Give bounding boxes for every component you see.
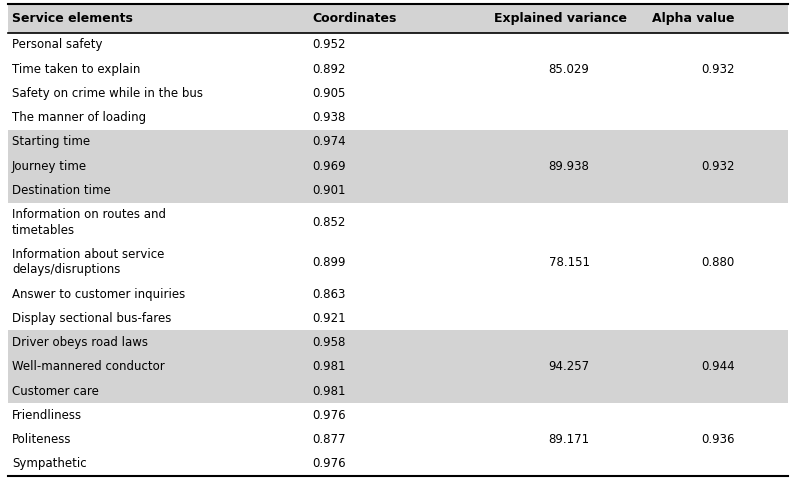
Text: Well-mannered conductor: Well-mannered conductor xyxy=(12,360,165,373)
Text: 0.981: 0.981 xyxy=(312,384,345,397)
Text: Sympathetic: Sympathetic xyxy=(12,457,87,470)
Text: Safety on crime while in the bus: Safety on crime while in the bus xyxy=(12,87,203,100)
Text: 0.976: 0.976 xyxy=(312,409,345,422)
Text: Coordinates: Coordinates xyxy=(312,12,396,25)
Text: Customer care: Customer care xyxy=(12,384,99,397)
Bar xyxy=(8,403,788,428)
Text: 0.880: 0.880 xyxy=(701,255,735,268)
Bar xyxy=(8,154,788,178)
Text: Information about service
delays/disruptions: Information about service delays/disrupt… xyxy=(12,248,165,276)
Text: Personal safety: Personal safety xyxy=(12,38,103,51)
Text: 0.877: 0.877 xyxy=(312,433,345,446)
Bar xyxy=(8,203,788,242)
Text: Destination time: Destination time xyxy=(12,184,111,197)
Bar xyxy=(8,130,788,154)
Bar xyxy=(8,4,788,33)
Text: Display sectional bus-fares: Display sectional bus-fares xyxy=(12,312,171,325)
Text: 0.969: 0.969 xyxy=(312,160,345,173)
Text: Starting time: Starting time xyxy=(12,135,90,148)
Text: 0.952: 0.952 xyxy=(312,38,345,51)
Text: 0.892: 0.892 xyxy=(312,62,345,75)
Bar xyxy=(8,33,788,57)
Bar xyxy=(8,452,788,476)
Text: Time taken to explain: Time taken to explain xyxy=(12,62,140,75)
Bar xyxy=(8,81,788,106)
Text: 0.905: 0.905 xyxy=(312,87,345,100)
Bar xyxy=(8,330,788,355)
Bar xyxy=(8,379,788,403)
Text: Answer to customer inquiries: Answer to customer inquiries xyxy=(12,288,185,300)
Bar xyxy=(8,106,788,130)
Text: 0.958: 0.958 xyxy=(312,336,345,349)
Text: Alpha value: Alpha value xyxy=(652,12,735,25)
Text: 94.257: 94.257 xyxy=(548,360,590,373)
Text: 0.921: 0.921 xyxy=(312,312,345,325)
Text: Friendliness: Friendliness xyxy=(12,409,82,422)
Bar xyxy=(8,242,788,282)
Text: 0.981: 0.981 xyxy=(312,360,345,373)
Text: 0.936: 0.936 xyxy=(701,433,735,446)
Text: 0.938: 0.938 xyxy=(312,111,345,124)
Text: 0.899: 0.899 xyxy=(312,255,345,268)
Text: Driver obeys road laws: Driver obeys road laws xyxy=(12,336,148,349)
Text: Politeness: Politeness xyxy=(12,433,72,446)
Bar xyxy=(8,178,788,203)
Text: The manner of loading: The manner of loading xyxy=(12,111,146,124)
Text: Information on routes and
timetables: Information on routes and timetables xyxy=(12,208,166,237)
Text: Explained variance: Explained variance xyxy=(494,12,627,25)
Text: 0.932: 0.932 xyxy=(701,160,735,173)
Text: 0.932: 0.932 xyxy=(701,62,735,75)
Text: 0.852: 0.852 xyxy=(312,216,345,229)
Text: Journey time: Journey time xyxy=(12,160,87,173)
Text: 89.171: 89.171 xyxy=(548,433,590,446)
Text: 85.029: 85.029 xyxy=(548,62,589,75)
Text: Service elements: Service elements xyxy=(12,12,133,25)
Bar xyxy=(8,428,788,452)
Bar xyxy=(8,355,788,379)
Text: 89.938: 89.938 xyxy=(548,160,589,173)
Text: 78.151: 78.151 xyxy=(548,255,590,268)
Text: 0.976: 0.976 xyxy=(312,457,345,470)
Bar xyxy=(8,306,788,330)
Text: 0.944: 0.944 xyxy=(701,360,735,373)
Text: 0.901: 0.901 xyxy=(312,184,345,197)
Bar xyxy=(8,57,788,81)
Text: 0.974: 0.974 xyxy=(312,135,345,148)
Text: 0.863: 0.863 xyxy=(312,288,345,300)
Bar xyxy=(8,282,788,306)
